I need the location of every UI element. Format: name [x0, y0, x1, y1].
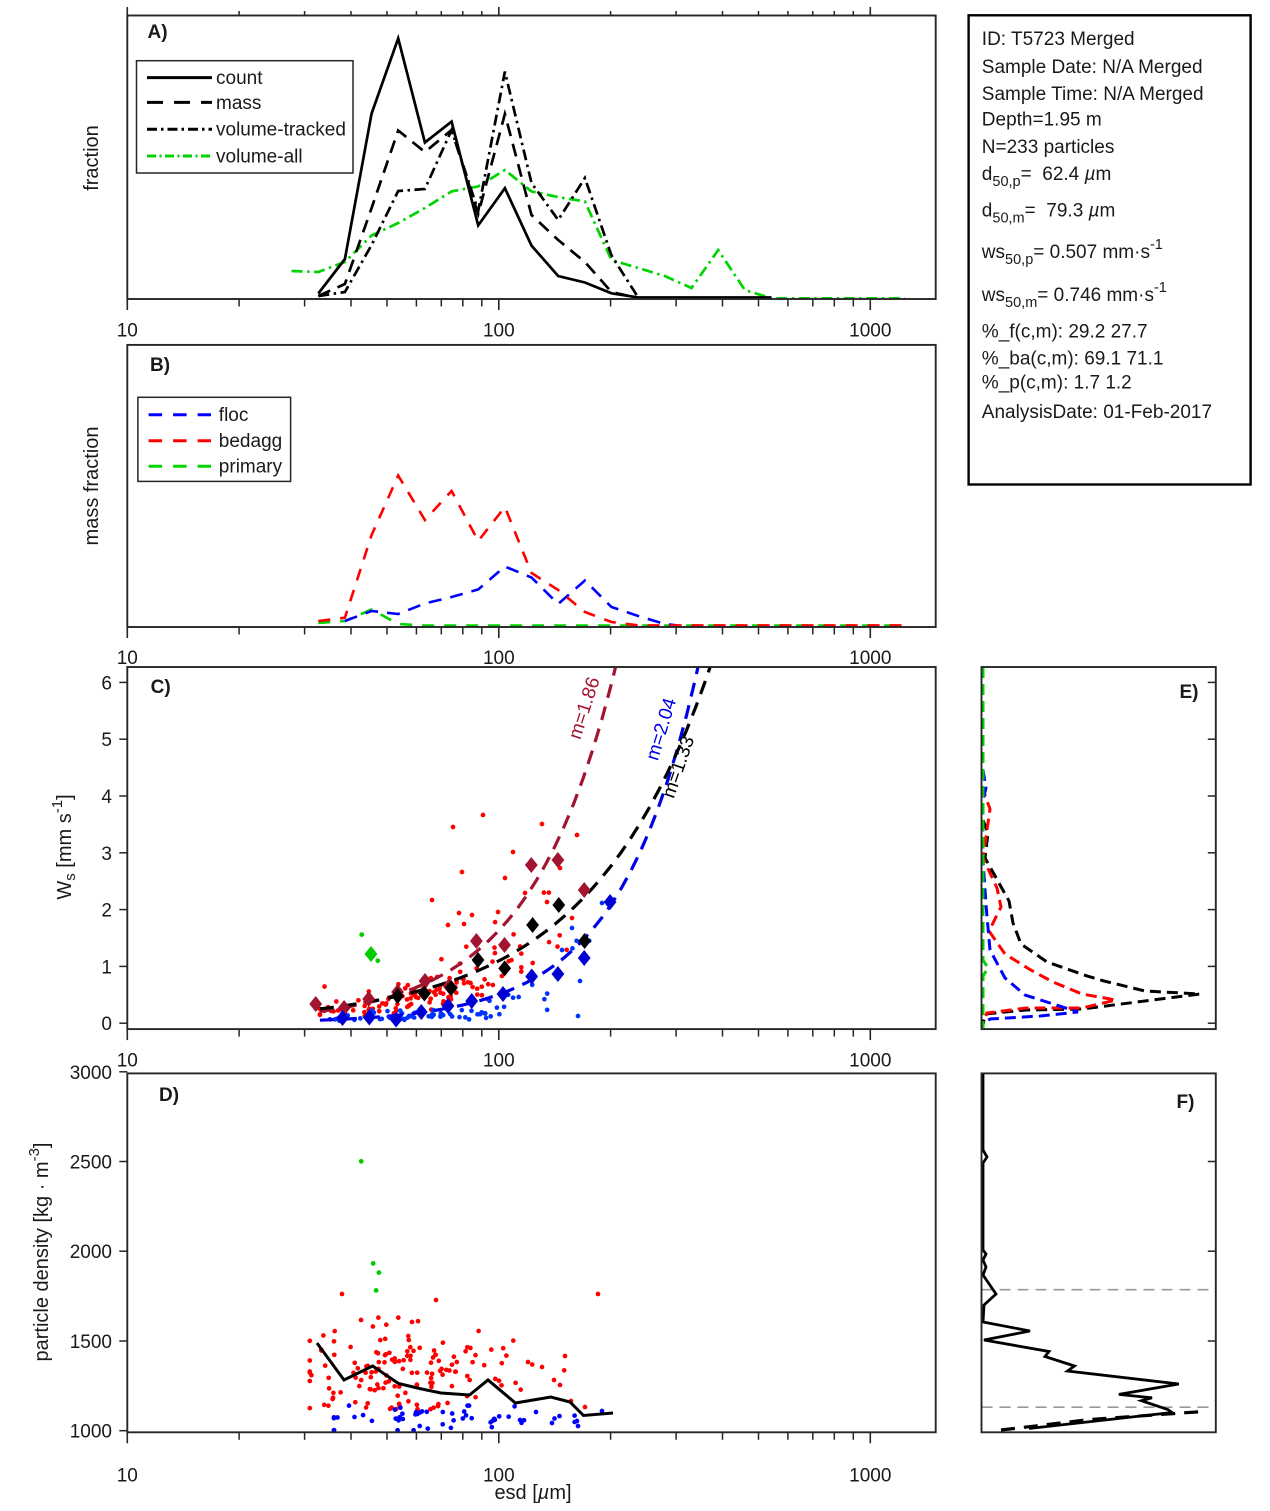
svg-text:%_ba(c,m): 69.1 71.1: %_ba(c,m): 69.1 71.1 [982, 349, 1164, 370]
svg-text:bedagg: bedagg [219, 431, 282, 452]
svg-text:2: 2 [101, 901, 112, 922]
svg-text:primary: primary [219, 457, 283, 478]
svg-text:count: count [216, 68, 263, 89]
svg-text:1000: 1000 [70, 1422, 112, 1443]
svg-text:10: 10 [117, 321, 138, 342]
svg-text:AnalysisDate: 01-Feb-2017: AnalysisDate: 01-Feb-2017 [982, 402, 1212, 423]
svg-text:volume-all: volume-all [216, 147, 303, 168]
svg-text:mass: mass [216, 93, 261, 114]
svg-text:1: 1 [101, 957, 112, 978]
svg-text:100: 100 [483, 321, 515, 342]
svg-text:C): C) [151, 677, 171, 698]
svg-text:fraction: fraction [81, 125, 103, 191]
svg-text:5: 5 [101, 730, 112, 751]
svg-text:1000: 1000 [849, 648, 891, 669]
svg-text:100: 100 [483, 1466, 515, 1487]
svg-text:E): E) [1180, 682, 1199, 703]
svg-text:3: 3 [101, 844, 112, 865]
svg-text:ID: T5723 Merged: ID: T5723 Merged [982, 29, 1135, 50]
svg-text:%_p(c,m): 1.7 1.2: %_p(c,m): 1.7 1.2 [982, 372, 1132, 393]
svg-text:1000: 1000 [849, 1466, 891, 1487]
svg-text:B): B) [150, 355, 170, 376]
svg-text:D): D) [159, 1085, 179, 1106]
svg-text:1500: 1500 [70, 1332, 112, 1353]
svg-text:Depth=1.95 m: Depth=1.95 m [982, 110, 1102, 131]
svg-text:3000: 3000 [70, 1063, 112, 1084]
svg-text:10: 10 [117, 1466, 138, 1487]
svg-text:100: 100 [483, 1051, 515, 1072]
svg-text:N=233 particles: N=233 particles [982, 137, 1115, 158]
svg-text:floc: floc [219, 405, 249, 426]
svg-text:1000: 1000 [849, 321, 891, 342]
svg-text:esd [µm]: esd [µm] [494, 1482, 571, 1504]
svg-text:Sample Time: N/A Merged: Sample Time: N/A Merged [982, 84, 1204, 105]
svg-text:particle density [kg · m-3]: particle density [kg · m-3] [26, 1143, 53, 1362]
svg-text:100: 100 [483, 648, 515, 669]
svg-text:10: 10 [117, 648, 138, 669]
svg-text:mass fraction: mass fraction [81, 427, 103, 546]
svg-text:%_f(c,m): 29.2 27.7: %_f(c,m): 29.2 27.7 [982, 322, 1148, 343]
svg-text:volume-tracked: volume-tracked [216, 120, 346, 141]
svg-text:6: 6 [101, 673, 112, 694]
svg-text:0: 0 [101, 1014, 112, 1035]
svg-text:2500: 2500 [70, 1153, 112, 1174]
svg-text:2000: 2000 [70, 1242, 112, 1263]
svg-text:10: 10 [117, 1051, 138, 1072]
svg-text:F): F) [1177, 1092, 1195, 1113]
svg-text:Sample Date: N/A Merged: Sample Date: N/A Merged [982, 57, 1203, 78]
svg-text:1000: 1000 [849, 1051, 891, 1072]
svg-text:A): A) [148, 22, 168, 43]
svg-text:4: 4 [101, 787, 112, 808]
svg-text:ws50,m= 0.746 mm·s-1: ws50,m= 0.746 mm·s-1 [981, 280, 1167, 311]
